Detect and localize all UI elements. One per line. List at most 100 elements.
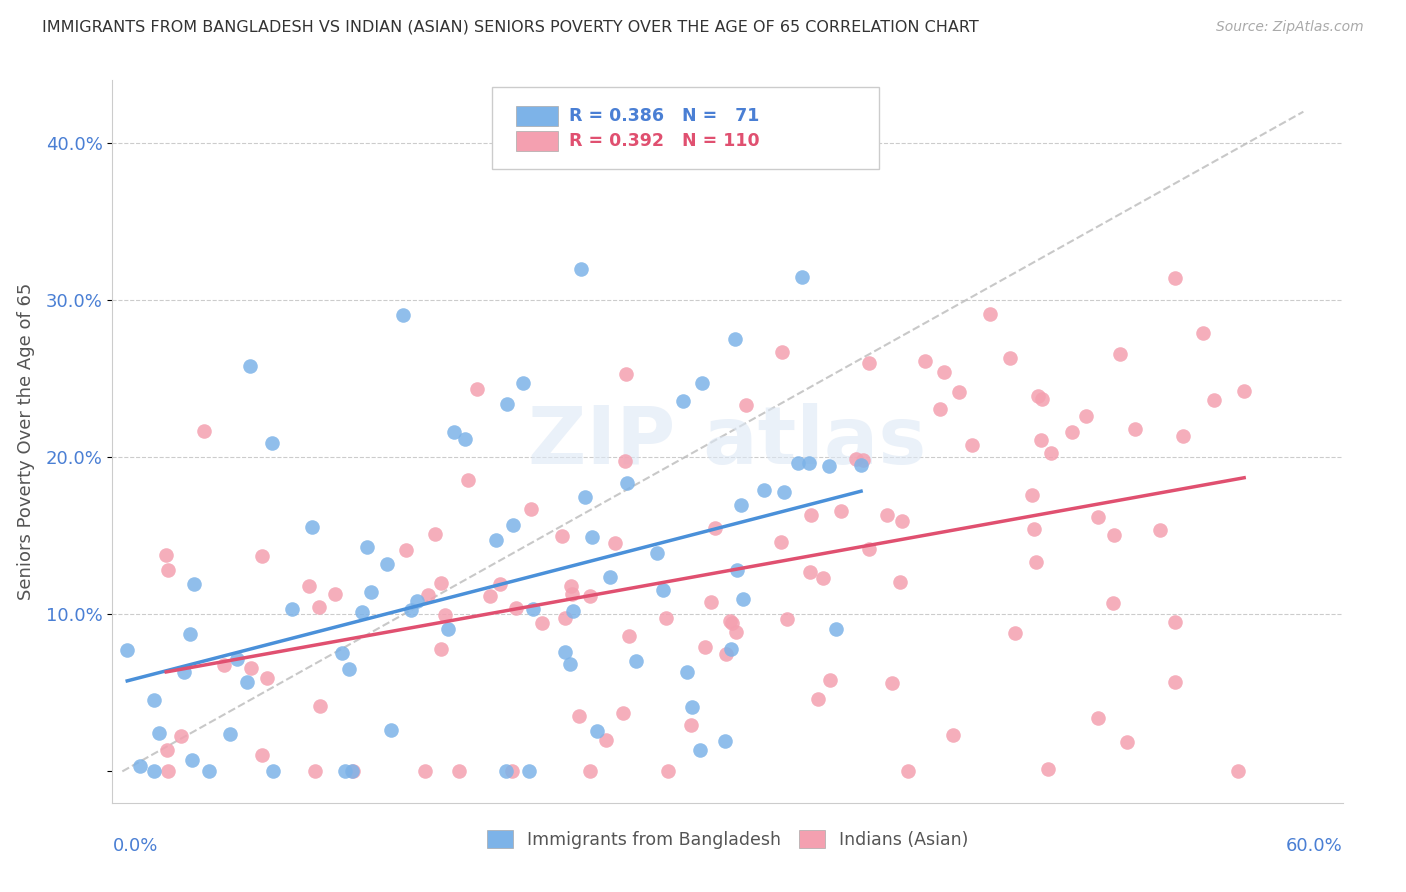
Point — [792, 270, 814, 285]
Point — [457, 473, 479, 487]
Point — [579, 589, 602, 603]
Point — [849, 458, 872, 472]
Point — [574, 491, 596, 505]
Point — [554, 645, 576, 659]
Point — [156, 563, 179, 577]
Point — [551, 529, 574, 543]
Point — [720, 615, 742, 630]
Text: IMMIGRANTS FROM BANGLADESH VS INDIAN (ASIAN) SENIORS POVERTY OVER THE AGE OF 65 : IMMIGRANTS FROM BANGLADESH VS INDIAN (AS… — [42, 20, 979, 35]
Y-axis label: Seniors Poverty Over the Age of 65: Seniors Poverty Over the Age of 65 — [17, 283, 35, 600]
Point — [647, 546, 669, 560]
Text: 60.0%: 60.0% — [1286, 837, 1343, 855]
Point — [236, 674, 259, 689]
Point — [1191, 326, 1213, 340]
Point — [735, 398, 758, 412]
Point — [413, 764, 436, 779]
Point — [1227, 764, 1250, 779]
Point — [858, 356, 880, 370]
Point — [356, 540, 378, 554]
Point — [1062, 425, 1084, 439]
Point — [942, 728, 965, 742]
Point — [797, 456, 820, 470]
Text: R = 0.392   N = 110: R = 0.392 N = 110 — [569, 132, 761, 150]
Point — [1233, 384, 1256, 399]
Point — [724, 624, 747, 639]
Point — [830, 504, 852, 518]
Point — [595, 733, 617, 747]
Point — [693, 640, 716, 654]
Point — [308, 599, 330, 614]
Point — [690, 376, 713, 390]
Point — [281, 602, 304, 616]
Point — [714, 733, 737, 747]
Point — [375, 558, 398, 572]
Point — [520, 502, 543, 516]
Point — [298, 579, 321, 593]
Point — [183, 577, 205, 591]
Point — [256, 671, 278, 685]
Point — [495, 764, 517, 779]
Point — [617, 629, 640, 643]
Point — [502, 517, 524, 532]
Point — [560, 579, 582, 593]
Point — [485, 533, 508, 547]
Point — [948, 384, 970, 399]
Point — [406, 594, 429, 608]
Point — [979, 307, 1001, 321]
Point — [170, 729, 193, 743]
Point — [807, 691, 830, 706]
Point — [449, 764, 471, 779]
Point — [1031, 434, 1053, 448]
Point — [586, 724, 609, 739]
Point — [1004, 626, 1026, 640]
Point — [429, 576, 451, 591]
Point — [599, 569, 621, 583]
Point — [156, 764, 179, 779]
Point — [1031, 392, 1053, 406]
Point — [889, 575, 911, 590]
Point — [716, 647, 738, 661]
Point — [554, 610, 576, 624]
Point — [704, 521, 727, 535]
Point — [143, 764, 166, 779]
Point — [612, 706, 634, 720]
Point — [128, 759, 150, 773]
Point — [360, 585, 382, 599]
Point — [434, 607, 457, 622]
Point — [531, 615, 554, 630]
Point — [700, 594, 723, 608]
Point — [1109, 347, 1132, 361]
Point — [496, 397, 519, 411]
Point — [581, 530, 603, 544]
Point — [391, 308, 413, 322]
Point — [479, 589, 502, 603]
Point — [330, 646, 353, 660]
Point — [142, 693, 165, 707]
Point — [148, 725, 170, 739]
Point — [818, 673, 841, 688]
Point — [489, 577, 512, 591]
Point — [260, 436, 283, 450]
Point — [689, 743, 711, 757]
Point — [399, 603, 422, 617]
Point — [676, 665, 699, 679]
Point — [1022, 522, 1045, 536]
Point — [1021, 488, 1043, 502]
Point — [657, 764, 679, 779]
Point — [340, 764, 363, 779]
Point — [1164, 675, 1187, 690]
Point — [1028, 389, 1050, 403]
Point — [672, 393, 695, 408]
Point — [1102, 596, 1125, 610]
Point — [929, 402, 952, 417]
Point — [193, 424, 215, 438]
Point — [465, 382, 488, 396]
Point — [115, 643, 138, 657]
Point — [443, 425, 465, 440]
Point — [198, 764, 221, 779]
Point — [718, 614, 741, 628]
Point — [569, 261, 592, 276]
Point — [934, 365, 956, 379]
Point — [1125, 422, 1147, 436]
Point — [770, 344, 793, 359]
